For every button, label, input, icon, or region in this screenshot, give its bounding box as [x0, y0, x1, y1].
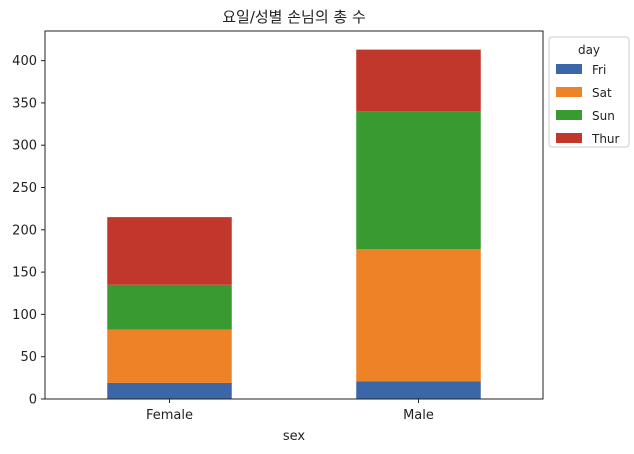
x-tick-label: Female	[146, 408, 193, 423]
legend-entry-sun: Sun	[592, 109, 615, 123]
legend-entry-thur: Thur	[591, 132, 620, 146]
plot-frame	[44, 30, 544, 400]
bar-male-sun	[356, 111, 481, 250]
bar-female-sat	[107, 329, 232, 383]
legend-swatch-fri	[556, 64, 582, 74]
y-axis: 0 50 100 150 200 250 300 350 400	[12, 54, 45, 408]
bar-female-thur	[107, 217, 232, 285]
y-tick-label: 150	[12, 266, 37, 281]
y-tick-label: 300	[12, 139, 37, 154]
legend-swatch-sun	[556, 110, 582, 120]
y-tick-label: 100	[12, 308, 37, 323]
x-axis-label: sex	[283, 429, 306, 444]
legend-swatch-sat	[556, 87, 582, 97]
y-tick-label: 200	[12, 223, 37, 238]
bar-female-fri	[107, 382, 232, 399]
legend-title: day	[578, 43, 600, 57]
bar-male-thur	[356, 49, 481, 112]
legend: day Fri Sat Sun Thur	[548, 36, 630, 148]
bar-male-fri	[356, 381, 481, 399]
y-tick-label: 400	[12, 54, 37, 69]
y-tick-label: 0	[29, 393, 37, 408]
plot-area	[44, 30, 544, 400]
x-tick-label: Male	[403, 408, 434, 423]
legend-entry-sat: Sat	[592, 86, 612, 100]
y-tick-label: 50	[20, 350, 37, 365]
bar-female-sun	[107, 284, 232, 330]
y-tick-label: 250	[12, 181, 37, 196]
bar-male-sat	[356, 249, 481, 382]
legend-swatch-thur	[556, 133, 582, 143]
x-axis: Female Male	[146, 399, 434, 423]
chart-title: 요일/성별 손님의 총 수	[222, 8, 366, 26]
legend-entry-fri: Fri	[592, 63, 606, 77]
y-tick-label: 350	[12, 96, 37, 111]
